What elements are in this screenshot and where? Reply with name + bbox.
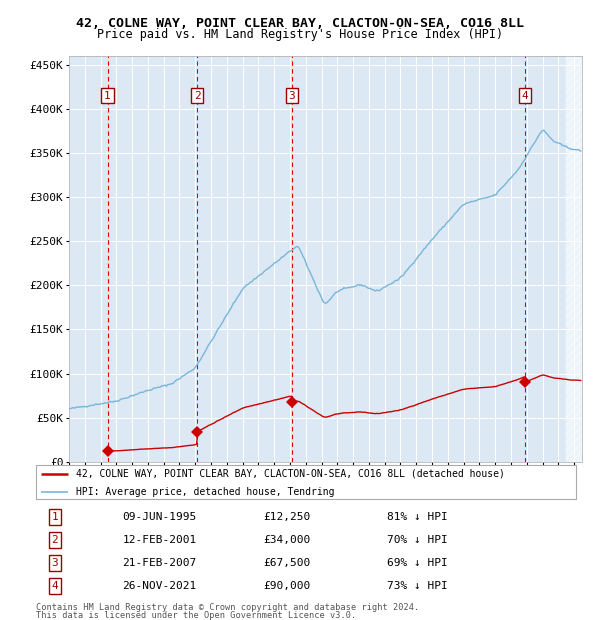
Text: £12,250: £12,250	[263, 512, 310, 522]
Bar	[566, 56, 582, 462]
Text: 4: 4	[52, 581, 58, 591]
Text: 42, COLNE WAY, POINT CLEAR BAY, CLACTON-ON-SEA, CO16 8LL: 42, COLNE WAY, POINT CLEAR BAY, CLACTON-…	[76, 17, 524, 30]
Text: This data is licensed under the Open Government Licence v3.0.: This data is licensed under the Open Gov…	[36, 611, 356, 620]
Text: 21-FEB-2007: 21-FEB-2007	[122, 558, 197, 568]
Text: 26-NOV-2021: 26-NOV-2021	[122, 581, 197, 591]
Text: 4: 4	[522, 91, 529, 100]
Text: 09-JUN-1995: 09-JUN-1995	[122, 512, 197, 522]
Text: 81% ↓ HPI: 81% ↓ HPI	[387, 512, 448, 522]
Text: 3: 3	[289, 91, 295, 100]
Text: 73% ↓ HPI: 73% ↓ HPI	[387, 581, 448, 591]
Text: 2: 2	[52, 535, 58, 545]
Text: 69% ↓ HPI: 69% ↓ HPI	[387, 558, 448, 568]
Text: 3: 3	[52, 558, 58, 568]
Text: Contains HM Land Registry data © Crown copyright and database right 2024.: Contains HM Land Registry data © Crown c…	[36, 603, 419, 612]
Text: £67,500: £67,500	[263, 558, 310, 568]
Text: 1: 1	[52, 512, 58, 522]
Text: 42, COLNE WAY, POINT CLEAR BAY, CLACTON-ON-SEA, CO16 8LL (detached house): 42, COLNE WAY, POINT CLEAR BAY, CLACTON-…	[77, 469, 505, 479]
Text: £90,000: £90,000	[263, 581, 310, 591]
Text: £34,000: £34,000	[263, 535, 310, 545]
Text: 2: 2	[194, 91, 200, 100]
Text: HPI: Average price, detached house, Tendring: HPI: Average price, detached house, Tend…	[77, 487, 335, 497]
Text: 12-FEB-2001: 12-FEB-2001	[122, 535, 197, 545]
Text: Price paid vs. HM Land Registry's House Price Index (HPI): Price paid vs. HM Land Registry's House …	[97, 29, 503, 41]
Text: 1: 1	[104, 91, 111, 100]
Text: 70% ↓ HPI: 70% ↓ HPI	[387, 535, 448, 545]
